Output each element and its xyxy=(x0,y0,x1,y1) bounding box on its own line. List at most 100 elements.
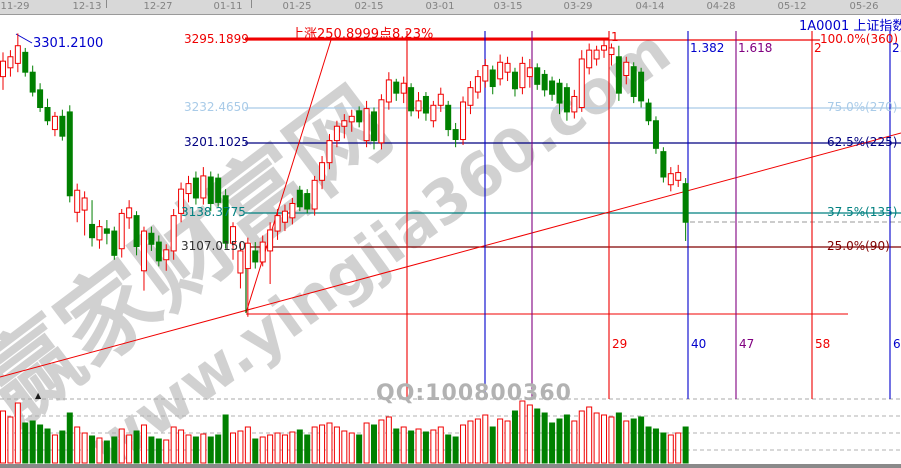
volume-bar xyxy=(178,429,185,464)
candle xyxy=(22,51,29,73)
candle xyxy=(244,242,251,270)
volume-bar xyxy=(556,418,563,464)
volume-bar xyxy=(482,414,489,464)
candle xyxy=(348,115,355,123)
volume-bar xyxy=(0,410,6,464)
volume-bar xyxy=(207,436,214,464)
volume-bar xyxy=(170,426,177,464)
volume-bar xyxy=(319,424,326,464)
volume-bar xyxy=(497,418,504,464)
volume-bar xyxy=(59,430,66,464)
candle xyxy=(29,71,36,93)
candle xyxy=(519,62,526,89)
volume-bar xyxy=(541,412,548,464)
volume-bar xyxy=(563,414,570,464)
candle xyxy=(467,87,474,106)
candle xyxy=(230,226,237,244)
candle xyxy=(497,61,504,80)
volume-bar xyxy=(311,426,318,464)
candle xyxy=(215,177,222,203)
date-axis[interactable]: 11-29 12-13 12-27 01-11 01-25 02-15 03-01 03-15… xyxy=(0,0,901,15)
volume-bar xyxy=(578,410,585,464)
candle xyxy=(452,129,459,140)
volume-bar xyxy=(667,434,674,464)
volume-bar xyxy=(51,434,58,464)
volume-bar xyxy=(222,414,229,464)
candle xyxy=(638,71,645,102)
volume-bar xyxy=(601,414,608,464)
volume-bar xyxy=(81,432,88,464)
candle xyxy=(155,241,162,262)
candle xyxy=(363,108,370,142)
candle xyxy=(393,81,400,94)
candle xyxy=(630,66,637,97)
date-label: 12-27 xyxy=(143,1,173,12)
candle xyxy=(563,87,570,113)
candle xyxy=(7,56,14,69)
volume-bar xyxy=(155,438,162,464)
volume-bar xyxy=(467,420,474,464)
volume-bar xyxy=(385,416,392,464)
candle xyxy=(333,125,340,142)
candle xyxy=(571,95,578,113)
date-axis-tick xyxy=(251,0,252,8)
candle xyxy=(133,215,140,248)
volume-bar xyxy=(608,416,615,464)
candle xyxy=(437,93,444,106)
volume-bar xyxy=(645,426,652,464)
volume-bar xyxy=(289,431,296,464)
candle xyxy=(148,232,155,245)
volume-bar xyxy=(452,436,459,464)
volume-bar xyxy=(74,426,81,464)
candle xyxy=(430,104,437,122)
candle xyxy=(675,172,682,181)
date-axis-tick xyxy=(106,0,107,8)
volume-bar xyxy=(534,408,541,464)
candle xyxy=(274,215,281,232)
candle xyxy=(601,45,608,51)
bottom-scrollbar[interactable] xyxy=(0,464,901,468)
candle xyxy=(14,45,21,64)
candle xyxy=(281,210,288,223)
volume-bar xyxy=(460,424,467,464)
volume-bar xyxy=(192,436,199,464)
candle xyxy=(660,151,667,178)
volume-bar xyxy=(415,428,422,464)
candle xyxy=(504,62,511,73)
volume-bar xyxy=(571,420,578,464)
candle xyxy=(0,60,6,78)
volume-bar xyxy=(615,412,622,464)
volume-bar xyxy=(215,434,222,464)
date-label: 04-28 xyxy=(706,1,736,12)
candle xyxy=(378,99,385,144)
volume-bar xyxy=(675,432,682,464)
symbol-code: 1A0001 xyxy=(799,19,850,34)
volume-bar xyxy=(422,431,429,464)
volume-bar xyxy=(378,419,385,464)
candle xyxy=(44,107,51,122)
candle xyxy=(445,104,452,131)
volume-bar xyxy=(37,424,44,464)
volume-bar xyxy=(593,412,600,464)
volume-bar xyxy=(22,422,29,464)
volume-bar xyxy=(103,440,110,464)
volume-bar xyxy=(89,435,96,464)
volume-bar xyxy=(29,420,36,464)
volume-bar xyxy=(259,436,266,464)
volume-bar xyxy=(519,400,526,464)
date-label: 05-12 xyxy=(777,1,807,12)
date-label: 03-15 xyxy=(493,1,523,12)
candle xyxy=(326,140,333,164)
date-label: 01-11 xyxy=(213,1,243,12)
volume-bar xyxy=(326,422,333,464)
candle xyxy=(103,228,110,234)
date-label: 01-25 xyxy=(282,1,312,12)
volume-bar xyxy=(638,416,645,464)
rise-annotation: 上涨250.8999点8.23% xyxy=(291,27,434,42)
volume-bar xyxy=(652,428,659,464)
candle xyxy=(237,250,244,274)
volume-bar xyxy=(474,418,481,464)
volume-bar xyxy=(185,434,192,464)
